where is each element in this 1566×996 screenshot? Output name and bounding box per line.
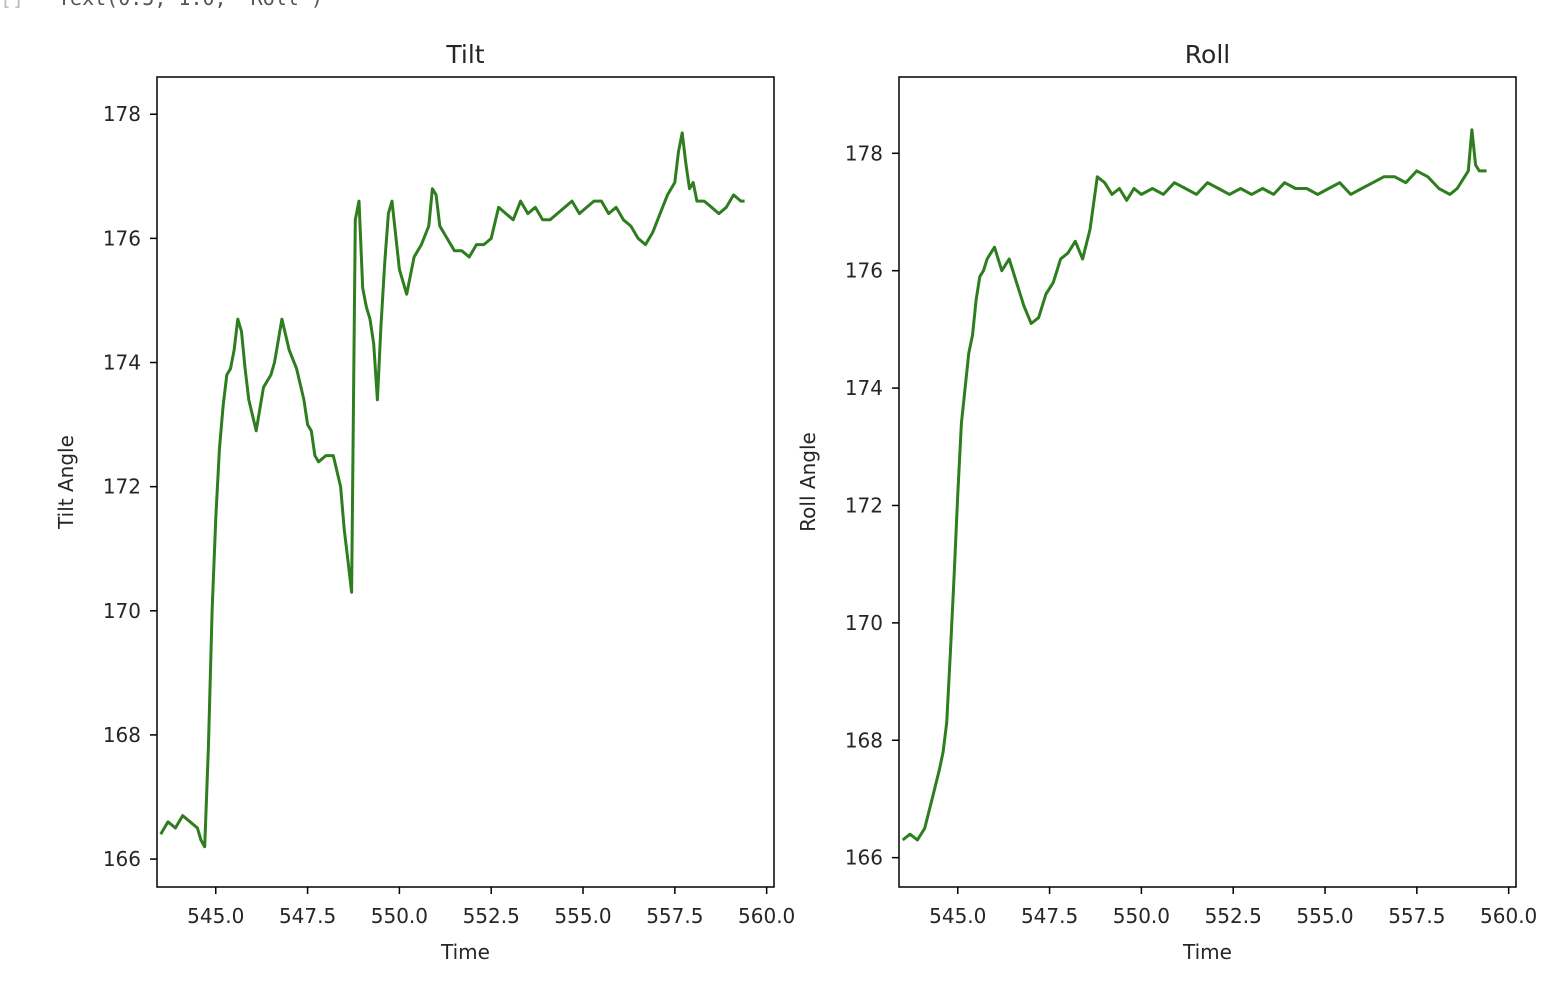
roll-xtick-label: 545.0 bbox=[929, 904, 986, 928]
tilt-x-axis-label: Time bbox=[440, 940, 490, 964]
roll-axes-frame bbox=[898, 76, 1517, 888]
tilt-xtick-label: 545.0 bbox=[187, 904, 244, 928]
tilt-ytick-label: 178 bbox=[103, 102, 141, 126]
tilt-xtick-label: 547.5 bbox=[279, 904, 336, 928]
tilt-ytick-label: 170 bbox=[103, 599, 141, 623]
roll-ytick-label: 166 bbox=[845, 846, 883, 870]
roll-ytick-label: 172 bbox=[845, 493, 883, 517]
tilt-ytick-label: 176 bbox=[103, 226, 141, 250]
tilt-ytick-label: 174 bbox=[103, 351, 141, 375]
tilt-series-line-0 bbox=[159, 131, 745, 849]
roll-xtick-label: 555.0 bbox=[1296, 904, 1353, 928]
tilt-y-axis-label: Tilt Angle bbox=[54, 435, 78, 530]
roll-ytick-label: 168 bbox=[845, 728, 883, 752]
roll-ytick-label: 178 bbox=[845, 141, 883, 165]
cell-output-text: Text(0.5, 1.0, 'Roll') bbox=[58, 0, 323, 10]
tilt-xtick-label: 557.5 bbox=[646, 904, 703, 928]
tilt-xtick-label: 555.0 bbox=[554, 904, 611, 928]
tilt-axes-frame bbox=[156, 76, 775, 888]
roll-xtick-label: 550.0 bbox=[1113, 904, 1170, 928]
roll-y-axis-label: Roll Angle bbox=[796, 432, 820, 532]
tilt-xtick-label: 550.0 bbox=[371, 904, 428, 928]
roll-ytick-label: 174 bbox=[845, 376, 883, 400]
roll-title: Roll bbox=[1185, 40, 1230, 69]
cell-prompt: []: bbox=[0, 0, 20, 14]
tilt-ytick-label: 168 bbox=[103, 723, 141, 747]
tilt-title: Tilt bbox=[445, 40, 484, 69]
roll-xtick-label: 557.5 bbox=[1388, 904, 1445, 928]
tilt-chart: 545.0 547.5 550.0 552.5 555.0 557.5 560.0 166 16… bbox=[54, 40, 795, 964]
tilt-ytick-label: 172 bbox=[103, 475, 141, 499]
roll-xtick-label: 547.5 bbox=[1021, 904, 1078, 928]
tilt-xtick-label: 560.0 bbox=[738, 904, 795, 928]
tilt-ytick-label: 166 bbox=[103, 847, 141, 871]
roll-ytick-label: 170 bbox=[845, 611, 883, 635]
roll-xtick-label: 560.0 bbox=[1480, 904, 1537, 928]
notebook-cell-output-header: []: Text(0.5, 1.0, 'Roll') bbox=[0, 0, 600, 14]
roll-chart: 545.0 547.5 550.0 552.5 555.0 557.5 560.0 166 16… bbox=[796, 40, 1537, 964]
roll-x-axis-label: Time bbox=[1182, 940, 1232, 964]
roll-series-line-0 bbox=[901, 128, 1487, 842]
roll-xtick-label: 552.5 bbox=[1205, 904, 1262, 928]
roll-ytick-label: 176 bbox=[845, 259, 883, 283]
tilt-xtick-label: 552.5 bbox=[463, 904, 520, 928]
